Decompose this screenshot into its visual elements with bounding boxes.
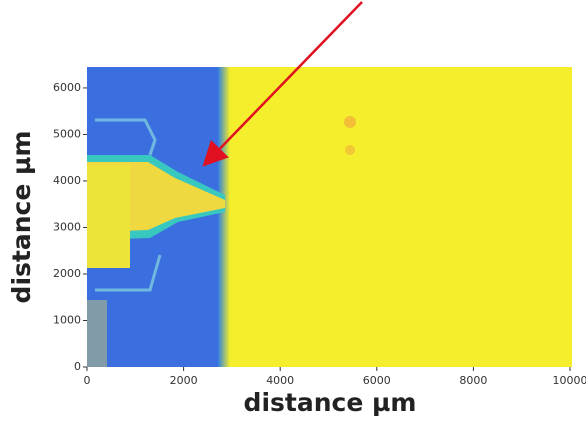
y-tick-label: 4000: [53, 174, 81, 187]
x-tick-label: 0: [84, 374, 91, 387]
y-axis-label: distance µm: [7, 131, 36, 304]
x-tick-label: 2000: [170, 374, 198, 387]
heatmap-image: [87, 67, 572, 367]
chart: distance µm distance µm 0 2000 4000 6000 800…: [0, 0, 586, 426]
y-tick-label: 5000: [53, 127, 81, 140]
y-tick-label: 2000: [53, 267, 81, 280]
x-tick-label: 8000: [459, 374, 487, 387]
x-axis-label: distance µm: [244, 388, 417, 417]
x-tick-label: 4000: [266, 374, 294, 387]
x-tick-label: 6000: [363, 374, 391, 387]
y-tick-label: 6000: [53, 81, 81, 94]
y-tick-label: 3000: [53, 220, 81, 233]
x-tick-label: 10000: [553, 374, 586, 387]
y-tick-label: 0: [74, 360, 81, 373]
y-tick-label: 1000: [53, 313, 81, 326]
